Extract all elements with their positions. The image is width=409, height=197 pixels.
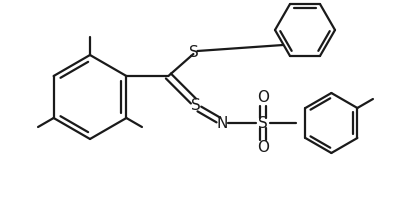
- Text: O: O: [257, 140, 269, 155]
- Text: O: O: [257, 90, 269, 106]
- Text: S: S: [191, 98, 201, 113]
- Text: S: S: [189, 45, 199, 59]
- Text: S: S: [258, 115, 267, 130]
- Text: N: N: [216, 116, 227, 132]
